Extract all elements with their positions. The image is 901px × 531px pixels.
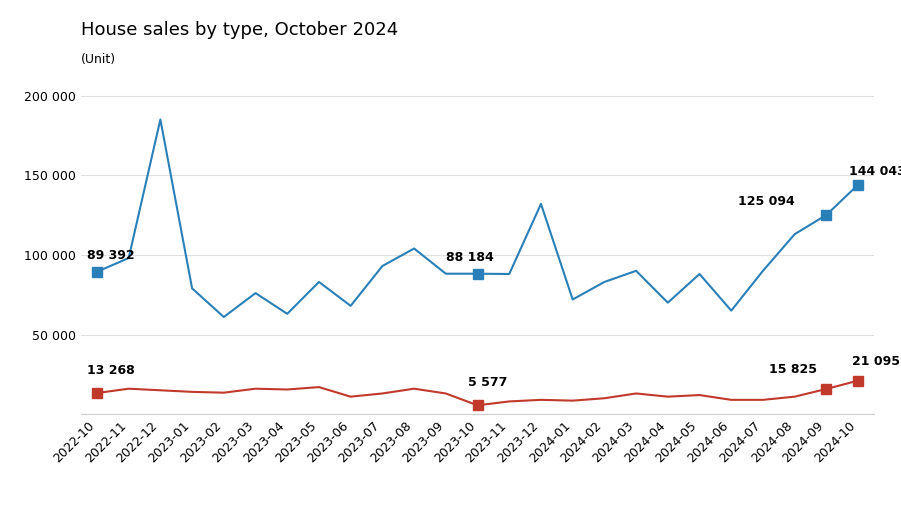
Text: House sales by type, October 2024: House sales by type, October 2024 (81, 21, 398, 39)
Text: 13 268: 13 268 (87, 364, 135, 377)
Text: 21 095: 21 095 (851, 355, 900, 367)
Text: 88 184: 88 184 (446, 251, 494, 264)
Text: 15 825: 15 825 (769, 363, 817, 376)
Text: 5 577: 5 577 (468, 376, 507, 389)
Text: 144 043: 144 043 (849, 165, 901, 178)
Text: 125 094: 125 094 (738, 195, 795, 208)
Text: 89 392: 89 392 (87, 249, 135, 262)
Text: (Unit): (Unit) (81, 53, 116, 66)
